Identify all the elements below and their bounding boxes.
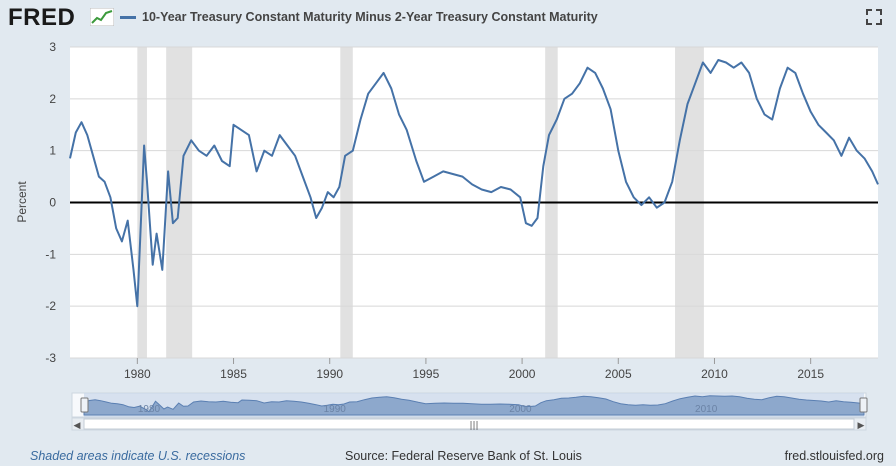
recession-note: Shaded areas indicate U.S. recessions <box>30 449 246 463</box>
x-tick-label: 1980 <box>124 367 151 381</box>
legend-swatch <box>120 15 136 19</box>
fullscreen-icon[interactable] <box>866 9 882 25</box>
y-axis: -3 -2 -1 0 1 2 3 <box>45 40 56 365</box>
y-tick-label: 1 <box>49 144 56 158</box>
y-tick-label: -2 <box>45 299 56 313</box>
scrollbar-grip-icon: ||| <box>469 421 478 431</box>
y-tick-label: 3 <box>49 40 56 54</box>
source-url-link[interactable]: fred.stlouisfed.org <box>784 449 884 463</box>
navigator-labels: 1980 1990 2000 2010 <box>138 404 718 415</box>
y-axis-label: Percent <box>15 181 29 223</box>
source-text: Source: Federal Reserve Bank of St. Loui… <box>345 449 582 463</box>
y-tick-label: 2 <box>49 92 56 106</box>
x-tick-label: 1985 <box>220 367 247 381</box>
scrollbar[interactable]: ||| ◀ ▶ <box>71 417 867 431</box>
navigator[interactable]: 1980 1990 2000 2010 <box>71 392 868 418</box>
navigator-handle-left[interactable] <box>80 397 89 413</box>
x-tick-label: 1990 <box>316 367 343 381</box>
scrollbar-thumb[interactable] <box>83 418 855 430</box>
legend-label: 10-Year Treasury Constant Maturity Minus… <box>142 10 598 24</box>
line-chart-icon <box>90 8 114 26</box>
scroll-left-icon[interactable]: ◀ <box>74 421 81 431</box>
navigator-series <box>83 395 865 416</box>
chart-legend: 10-Year Treasury Constant Maturity Minus… <box>120 10 598 24</box>
y-tick-label: -3 <box>45 351 56 365</box>
navigator-label: 2000 <box>509 404 532 415</box>
x-tick-label: 2000 <box>509 367 536 381</box>
navigator-handle-right[interactable] <box>859 397 868 413</box>
x-tick-label: 2010 <box>701 367 728 381</box>
y-tick-label: -1 <box>45 247 56 261</box>
y-tick-label: 0 <box>49 196 56 210</box>
navigator-label: 2010 <box>695 404 718 415</box>
gridlines <box>70 46 878 359</box>
navigator-label: 1990 <box>324 404 347 415</box>
x-tick-label: 1995 <box>413 367 440 381</box>
navigator-label: 1980 <box>138 404 161 415</box>
x-axis: 1980 1985 1990 1995 2000 2005 2010 2015 <box>124 358 824 381</box>
fred-logo[interactable]: FRED <box>8 4 76 31</box>
scroll-right-icon[interactable]: ▶ <box>858 421 865 431</box>
x-tick-label: 2005 <box>605 367 632 381</box>
chart-header: FRED 10-Year Treasury Constant Maturity … <box>0 0 896 38</box>
series-line <box>69 59 879 308</box>
x-tick-label: 2015 <box>797 367 824 381</box>
